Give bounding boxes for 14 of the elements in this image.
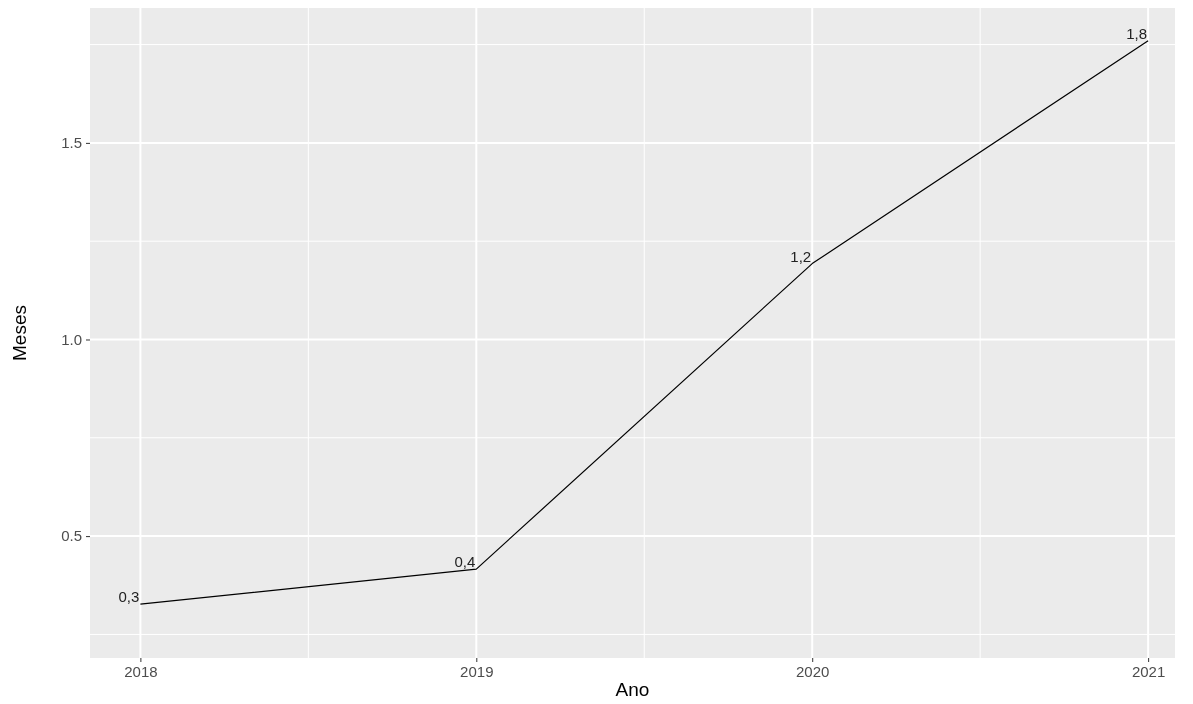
data-label: 1,2 (790, 247, 812, 265)
y-axis-title: Meses (9, 305, 30, 361)
x-tick-label: 2018 (124, 662, 158, 680)
y-tick-label: 1.5 (61, 134, 82, 152)
x-axis-title: Ano (615, 679, 650, 700)
y-tick-label: 1.0 (61, 330, 82, 348)
x-tick-label: 2019 (460, 662, 494, 680)
data-label: 0,3 (118, 588, 140, 606)
y-tick-label: 0.5 (61, 527, 82, 545)
line-series (139, 40, 1149, 605)
x-tick-label: 2021 (1131, 662, 1166, 680)
data-label: 1,8 (1126, 24, 1148, 42)
x-tick-label: 2020 (796, 662, 830, 680)
data-label: 0,4 (454, 553, 476, 571)
